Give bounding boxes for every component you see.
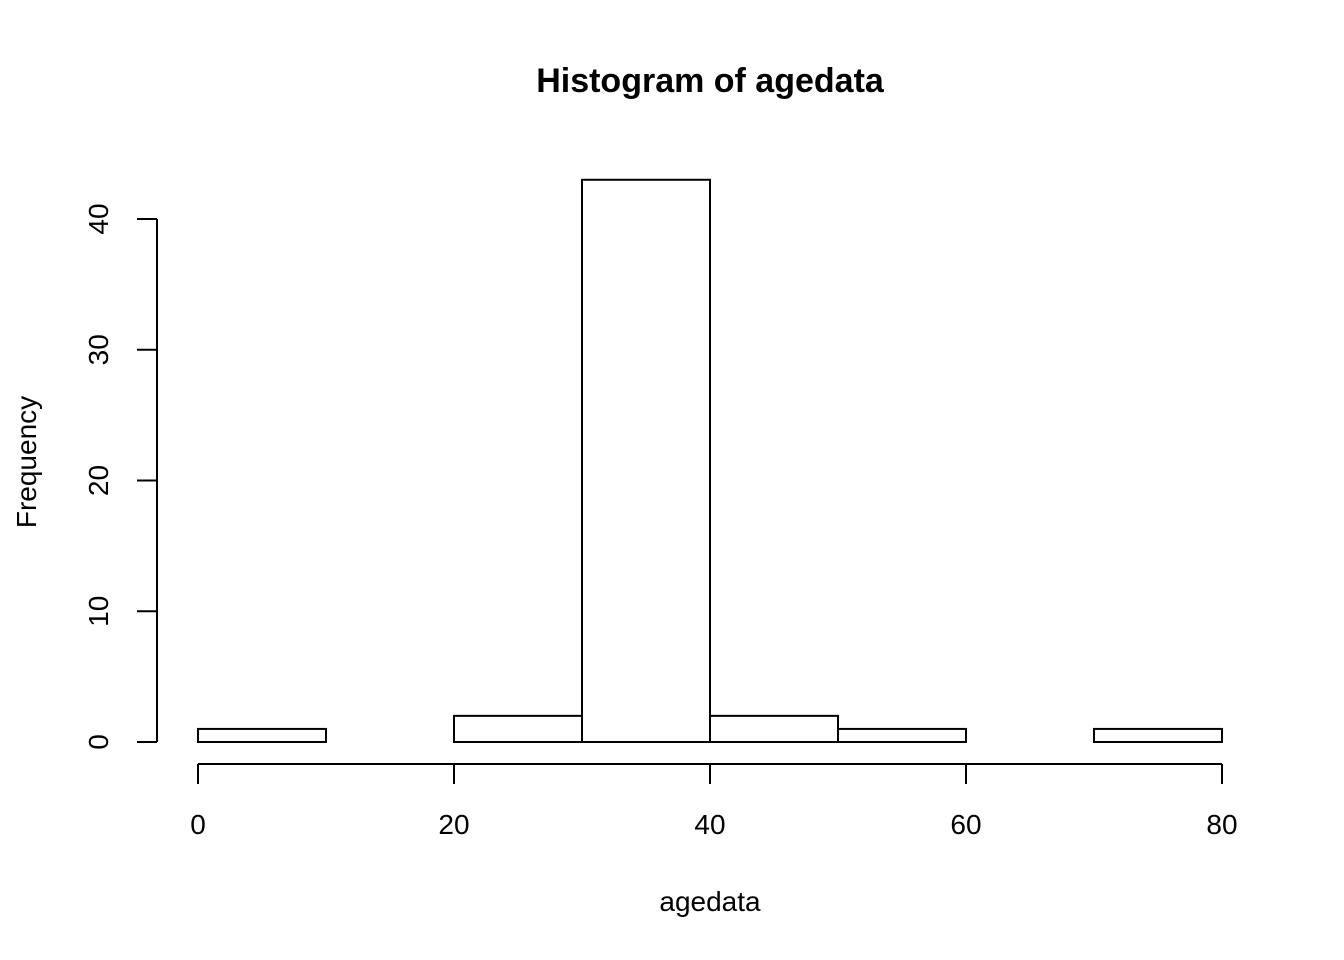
histogram-bar-50-60 [837,727,967,743]
y-tick-label: 30 [83,334,114,365]
histogram-bar-40-50 [709,714,839,743]
y-tick-label: 40 [83,203,114,234]
y-tick-label: 0 [83,734,114,750]
histogram-bar-20-30 [453,714,583,743]
x-tick-label: 20 [438,809,469,840]
y-axis-label: Frequency [11,396,42,528]
bars-group [197,178,1223,743]
y-tick-label: 10 [83,596,114,627]
y-tick-label: 20 [83,465,114,496]
x-tick-label: 40 [694,809,725,840]
histogram-bar-70-80 [1093,727,1223,743]
chart-title: Histogram of agedata [536,62,885,100]
histogram-bar-0-10 [197,727,327,743]
x-axis: 0 20 40 60 80 [190,763,1238,840]
x-tick-label: 0 [190,809,206,840]
x-tick-label: 60 [950,809,981,840]
x-axis-label: agedata [659,886,761,917]
histogram-bar-30-40 [581,178,711,743]
x-tick-label: 80 [1206,809,1237,840]
y-axis: 0 10 20 30 40 [83,203,158,750]
